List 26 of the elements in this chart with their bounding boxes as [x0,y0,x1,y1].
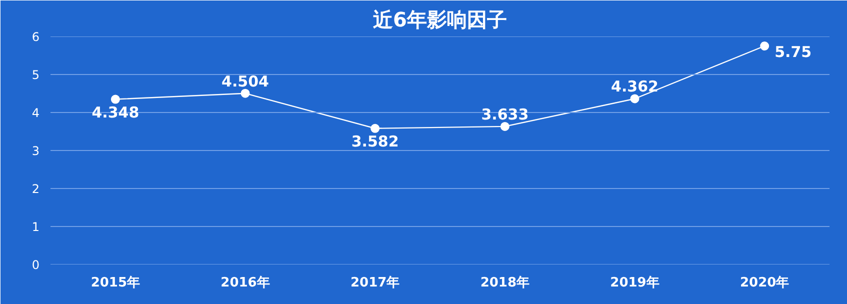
point [630,94,640,104]
x-tick-label: 2015年 [90,276,140,290]
y-tick-label: 3 [32,144,40,158]
x-tick-label: 2017年 [350,276,400,290]
point [110,94,120,104]
point [760,42,770,50]
data-label: 3.633 [481,105,529,124]
y-tick-label: 1 [32,220,40,234]
y-tick-label: 0 [32,258,40,272]
data-label: 4.362 [611,78,658,96]
data-label: 4.348 [92,103,140,122]
data-label: 5.75 [774,43,812,61]
point [370,124,380,133]
y-tick-label: 2 [32,182,40,196]
data-label: 3.582 [351,132,399,150]
data-label: 4.504 [222,72,269,90]
y-tick-label: 6 [32,30,40,44]
point [500,122,510,131]
x-tick-label: 2020年 [740,276,790,290]
y-tick-label: 4 [32,106,40,120]
x-tick-label: 2019年 [610,276,660,290]
y-tick-label: 5 [32,68,40,82]
x-tick-label: 2016年 [220,276,270,290]
x-tick-label: 2018年 [480,276,530,290]
point [240,88,250,98]
chart-title: 近6年影响因子 [372,8,507,32]
